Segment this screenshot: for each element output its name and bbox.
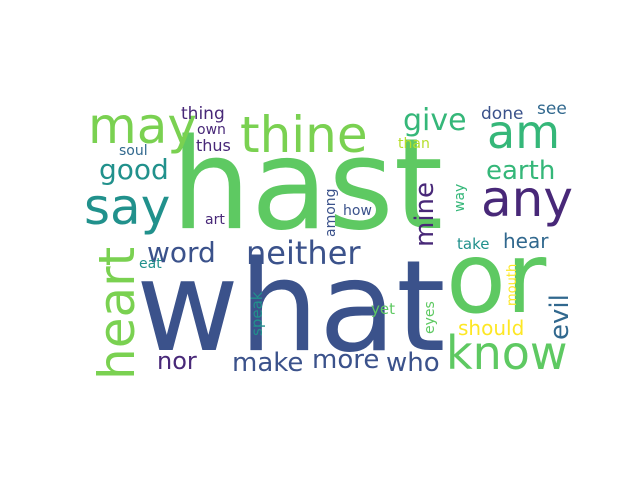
word-make: make bbox=[232, 348, 303, 378]
word-mouth: mouth bbox=[505, 264, 520, 306]
word-yet: yet bbox=[371, 300, 395, 318]
word-earth: earth bbox=[486, 156, 555, 186]
word-neither: neither bbox=[246, 234, 361, 272]
word-way: way bbox=[452, 184, 468, 212]
word-hear: hear bbox=[503, 229, 549, 253]
word-eyes: eyes bbox=[422, 301, 438, 334]
word-see: see bbox=[537, 99, 567, 119]
word-say: say bbox=[84, 178, 170, 236]
word-eat: eat bbox=[139, 256, 162, 272]
word-word: word bbox=[147, 236, 216, 269]
word-should: should bbox=[458, 316, 524, 340]
word-give: give bbox=[403, 103, 467, 138]
word-how: how bbox=[343, 203, 372, 219]
word-any: any bbox=[481, 170, 573, 228]
word-heart: heart bbox=[88, 247, 146, 380]
word-than: than bbox=[398, 136, 430, 152]
word-hast: hast bbox=[171, 111, 443, 258]
word-speak: speak bbox=[248, 291, 266, 336]
word-or: or bbox=[446, 222, 547, 336]
word-done: done bbox=[481, 104, 523, 124]
word-among: among bbox=[323, 188, 339, 237]
word-thus: thus bbox=[196, 136, 231, 155]
word-take: take bbox=[457, 235, 489, 253]
word-who: who bbox=[386, 348, 440, 378]
word-nor: nor bbox=[157, 347, 197, 375]
word-more: more bbox=[312, 345, 379, 375]
word-thing: thing bbox=[181, 104, 225, 124]
word-may: may bbox=[88, 97, 197, 155]
word-am: am bbox=[487, 105, 560, 159]
word-thine: thine bbox=[240, 106, 368, 164]
word-soul: soul bbox=[119, 143, 148, 159]
word-know: know bbox=[446, 326, 568, 380]
word-own: own bbox=[197, 122, 226, 138]
word-evil: evil bbox=[545, 294, 575, 340]
word-art: art bbox=[205, 212, 225, 228]
word-what: what bbox=[136, 233, 446, 380]
word-mine: mine bbox=[410, 182, 440, 247]
word-good: good bbox=[99, 153, 169, 186]
